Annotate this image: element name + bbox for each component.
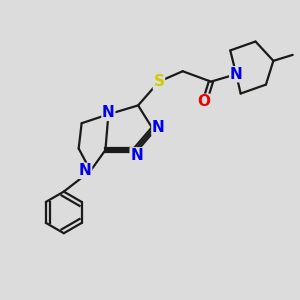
Text: S: S xyxy=(153,74,164,89)
Text: N: N xyxy=(130,148,143,163)
Text: N: N xyxy=(230,67,243,82)
Text: N: N xyxy=(102,105,115,120)
Text: O: O xyxy=(197,94,210,110)
Text: N: N xyxy=(152,120,165,135)
Text: N: N xyxy=(79,163,92,178)
